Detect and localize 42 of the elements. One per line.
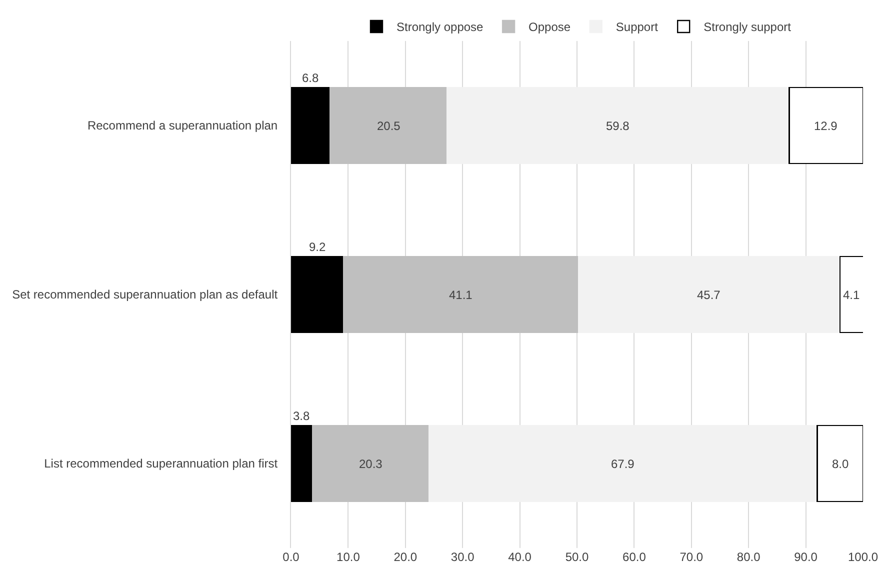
x-tick-label: 40.0 xyxy=(508,550,532,564)
data-label: 59.8 xyxy=(606,119,630,133)
x-tick-label: 30.0 xyxy=(450,550,475,564)
bar xyxy=(840,256,863,334)
x-tick-label: 90.0 xyxy=(794,550,818,564)
bar xyxy=(788,86,863,164)
y-tick-label: List recommended superannuation plan first xyxy=(44,456,278,471)
x-tick-label: 0.0 xyxy=(282,550,300,564)
bar xyxy=(578,256,841,334)
y-tick-label: Recommend a superannuation plan xyxy=(87,118,278,133)
legend-label: Support xyxy=(616,20,659,34)
bar xyxy=(446,86,790,164)
data-label: 20.3 xyxy=(359,457,383,471)
bar xyxy=(291,86,330,164)
bar xyxy=(312,424,430,502)
bar xyxy=(428,424,818,502)
legend-label: Strongly oppose xyxy=(396,20,484,34)
legend-label: Oppose xyxy=(528,20,571,34)
data-label: 20.5 xyxy=(377,119,401,133)
data-label: 8.0 xyxy=(832,457,850,471)
data-label: 67.9 xyxy=(611,457,635,471)
data-label: 45.7 xyxy=(697,288,721,302)
x-tick-label: 50.0 xyxy=(565,550,589,564)
x-tick-label: 60.0 xyxy=(622,550,646,564)
bar xyxy=(343,256,580,334)
bar xyxy=(291,424,314,502)
x-tick-label: 70.0 xyxy=(680,550,704,564)
bar xyxy=(329,86,448,164)
x-tick-label: 100.0 xyxy=(848,550,878,564)
data-label: 41.1 xyxy=(449,288,473,302)
data-label: 9.2 xyxy=(309,240,326,254)
data-label: 12.9 xyxy=(814,119,838,133)
x-tick-label: 20.0 xyxy=(394,550,418,564)
data-label: 3.8 xyxy=(293,409,310,423)
bar xyxy=(291,256,344,334)
x-tick-label: 80.0 xyxy=(736,550,761,564)
data-label: 6.8 xyxy=(302,71,320,85)
x-tick-label: 10.0 xyxy=(336,550,360,564)
data-label: 4.1 xyxy=(843,288,860,302)
y-tick-label: Set recommended superannuation plan as default xyxy=(12,288,278,302)
bar xyxy=(816,424,863,502)
legend-label: Strongly support xyxy=(704,20,792,34)
